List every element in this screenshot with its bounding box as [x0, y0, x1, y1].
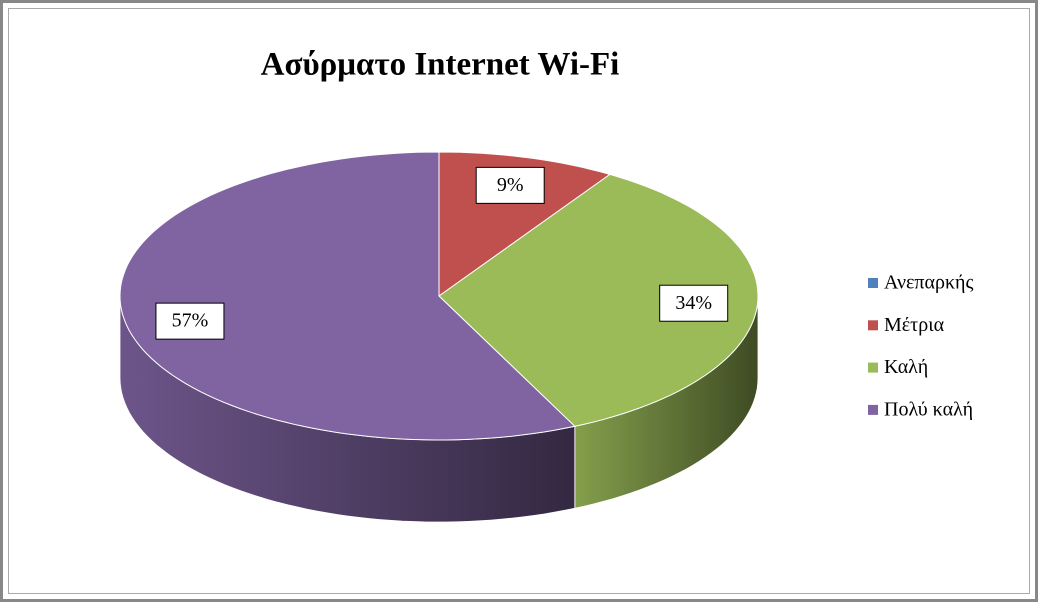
data-label-box — [155, 302, 225, 340]
pie-slice — [119, 151, 576, 441]
legend-label: Καλή — [884, 356, 928, 378]
data-label-box — [475, 166, 545, 204]
data-label: 57% — [172, 310, 209, 332]
legend-swatch — [868, 404, 878, 415]
legend-swatch — [868, 320, 878, 331]
data-label: 34% — [675, 292, 712, 314]
chart-title: Ασύρματο Internet Wi-Fi — [261, 47, 620, 83]
data-label-box — [659, 284, 729, 322]
legend-label: Πολύ καλή — [884, 398, 973, 420]
pie: 9% 34% 57% — [119, 151, 759, 523]
legend-swatch — [868, 278, 878, 288]
pie-slice — [438, 173, 759, 427]
legend-label: Ανεπαρκής — [884, 272, 973, 294]
legend-swatch — [868, 362, 878, 373]
data-label: 9% — [497, 174, 524, 196]
legend-label: Μέτρια — [884, 314, 945, 336]
legend: Ανεπαρκής Μέτρια Καλή Πολύ καλή — [868, 272, 973, 420]
chart-frame — [8, 8, 1030, 594]
